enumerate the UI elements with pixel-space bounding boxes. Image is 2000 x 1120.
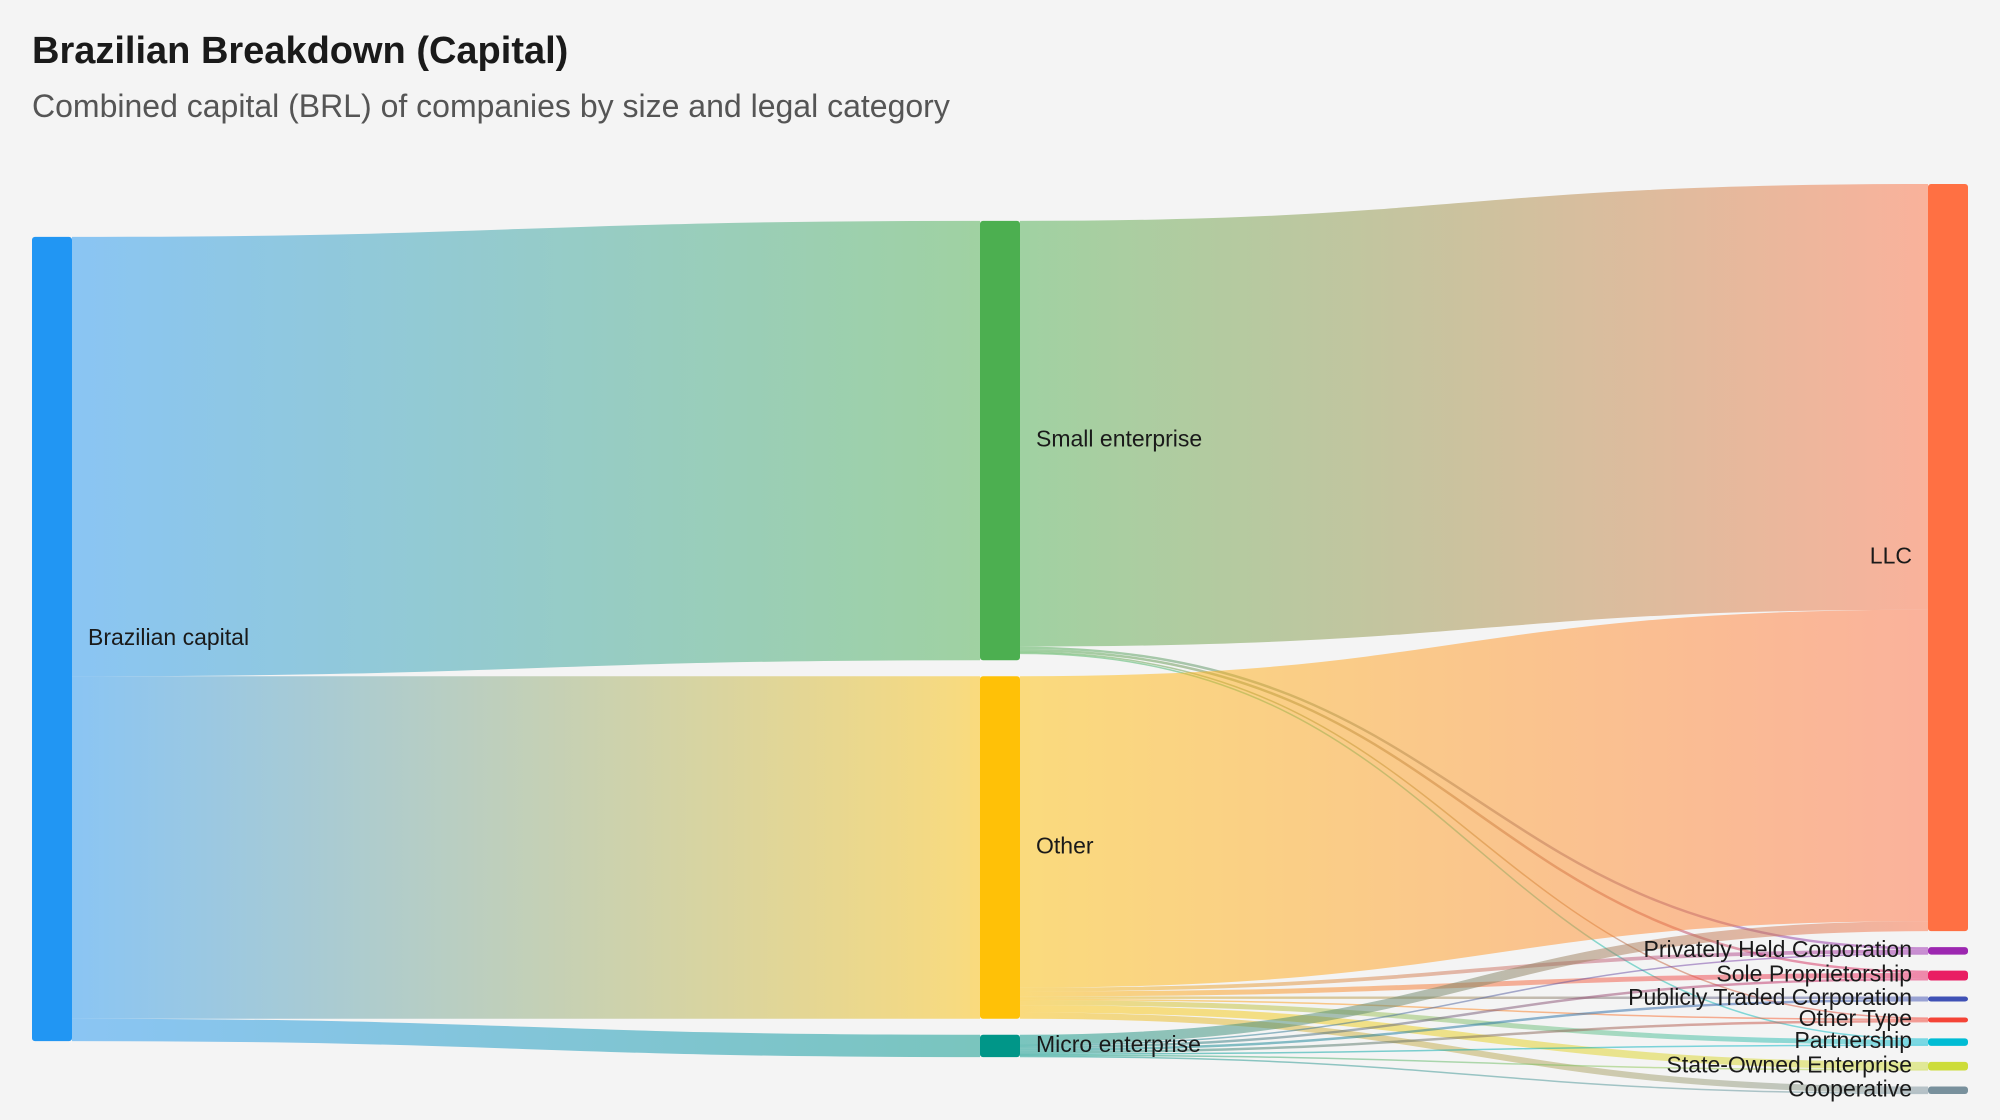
node-label-micro: Micro enterprise xyxy=(1036,1031,1201,1057)
node-label-coop: Cooperative xyxy=(1788,1075,1912,1101)
labels-layer: Brazilian capital Small enterprise Other Mi… xyxy=(88,426,1912,1102)
node-ptc[interactable] xyxy=(1928,996,1968,1002)
node-llc[interactable] xyxy=(1928,184,1968,932)
link-micro-to-soe[interactable] xyxy=(1019,1054,1929,1071)
node-brazilian_capital[interactable] xyxy=(32,236,72,1042)
link-micro-to-llc[interactable] xyxy=(1019,921,1929,1045)
node-label-llc: LLC xyxy=(1870,543,1912,569)
link-other-to-othertype[interactable] xyxy=(1019,998,1929,1021)
node-coop[interactable] xyxy=(1928,1086,1968,1094)
node-micro[interactable] xyxy=(980,1034,1020,1058)
link-micro-to-phc[interactable] xyxy=(1019,953,1929,1047)
node-label-sole: Sole Proprietorship xyxy=(1716,961,1912,987)
node-other[interactable] xyxy=(980,676,1020,1019)
link-micro-to-othertype[interactable] xyxy=(1019,1019,1929,1054)
chart-subtitle: Combined capital (BRL) of companies by s… xyxy=(32,88,950,124)
chart-title: Brazilian Breakdown (Capital) xyxy=(32,30,569,72)
node-label-othertype: Other Type xyxy=(1799,1005,1912,1031)
links-layer xyxy=(71,183,1929,1095)
node-othertype[interactable] xyxy=(1928,1017,1968,1023)
link-micro-to-coop[interactable] xyxy=(1019,1055,1929,1095)
node-label-soe: State-Owned Enterprise xyxy=(1667,1051,1912,1077)
node-label-brazilian_capital: Brazilian capital xyxy=(88,624,249,650)
link-other-to-partnership[interactable] xyxy=(1019,1000,1929,1045)
link-small-to-llc[interactable] xyxy=(1019,183,1929,647)
node-partnership[interactable] xyxy=(1928,1038,1968,1046)
nodes-layer xyxy=(32,184,1968,1094)
link-other-to-llc[interactable] xyxy=(1019,609,1929,988)
node-label-phc: Privately Held Corporation xyxy=(1644,936,1912,962)
node-phc[interactable] xyxy=(1928,947,1968,955)
link-micro-to-ptc[interactable] xyxy=(1019,998,1929,1051)
node-label-other: Other xyxy=(1036,833,1094,859)
link-other-to-phc[interactable] xyxy=(1019,949,1929,992)
node-label-ptc: Publicly Traded Corporation xyxy=(1628,984,1912,1010)
node-label-small: Small enterprise xyxy=(1036,426,1202,452)
link-micro-to-sole[interactable] xyxy=(1019,978,1929,1049)
node-small[interactable] xyxy=(980,220,1020,661)
link-other-to-coop[interactable] xyxy=(1019,1012,1929,1093)
node-label-partnership: Partnership xyxy=(1794,1027,1912,1053)
node-sole[interactable] xyxy=(1928,970,1968,981)
link-brazilian_capital-to-small[interactable] xyxy=(71,220,981,677)
node-soe[interactable] xyxy=(1928,1061,1968,1071)
link-micro-to-partnership[interactable] xyxy=(1019,1044,1929,1055)
link-brazilian_capital-to-micro[interactable] xyxy=(71,1018,981,1058)
